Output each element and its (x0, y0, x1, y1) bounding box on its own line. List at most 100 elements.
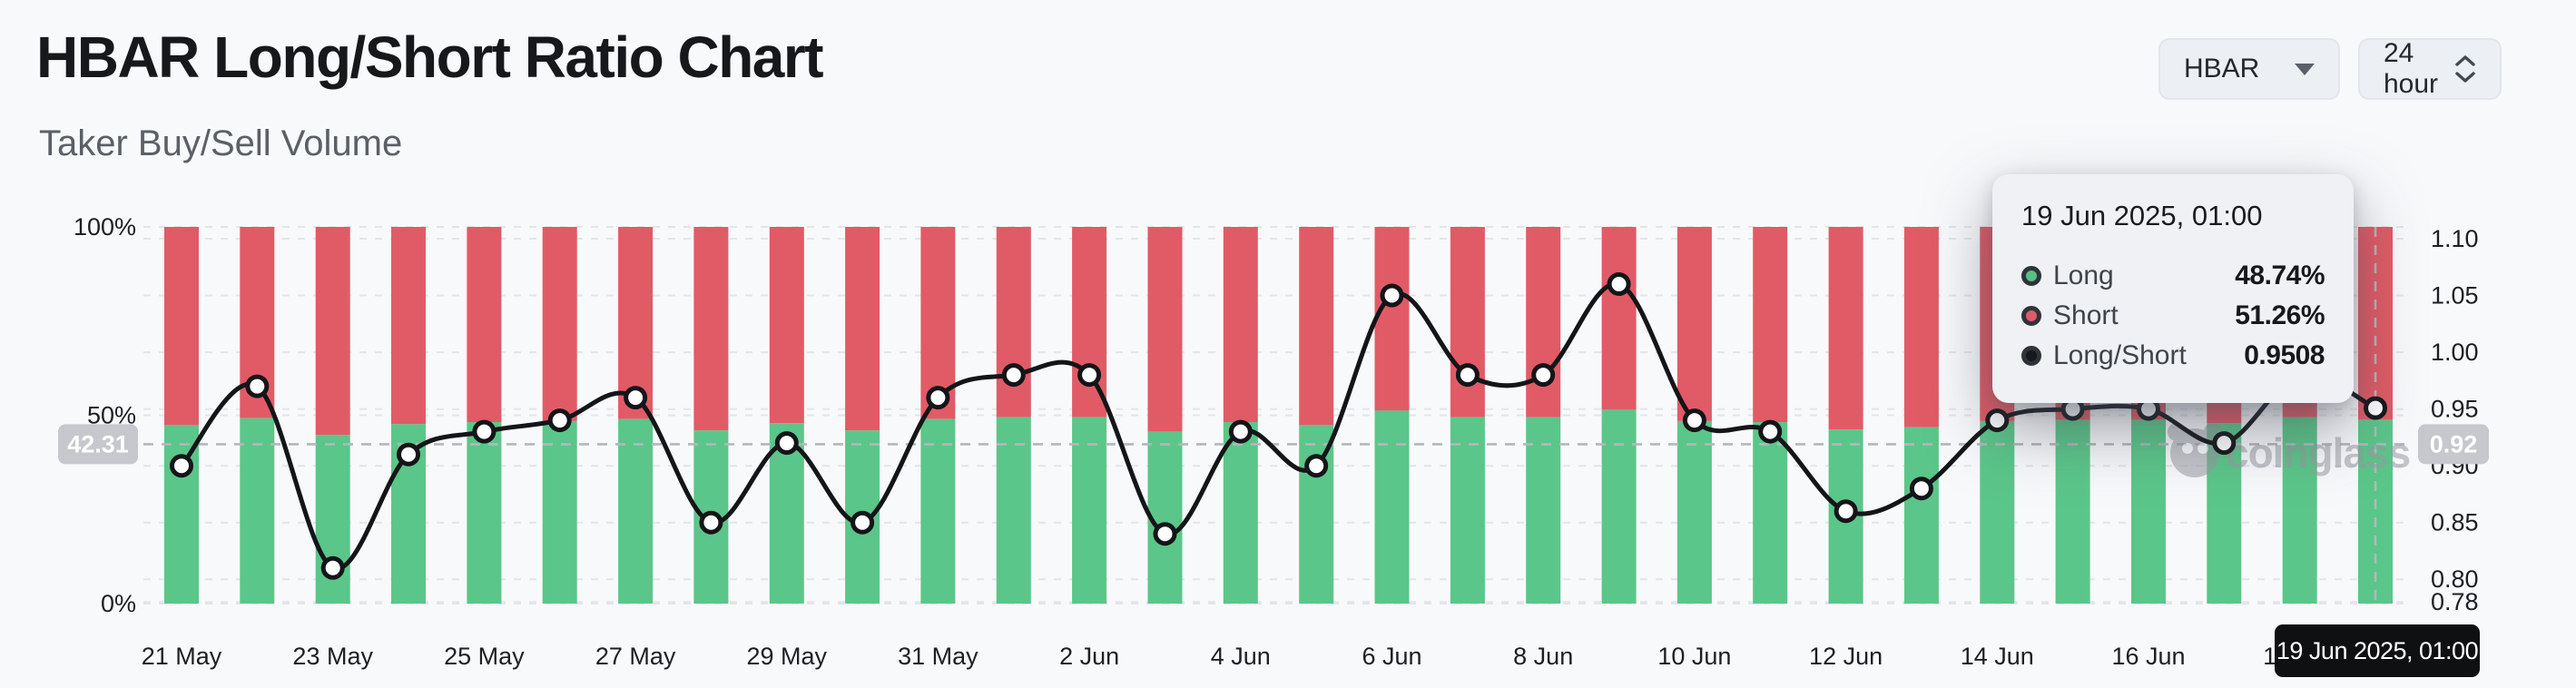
bar-long[interactable] (1374, 410, 1410, 604)
tooltip-title: 19 Jun 2025, 01:00 (2021, 200, 2263, 231)
bar-short[interactable] (1299, 227, 1334, 426)
data-point[interactable] (1304, 454, 1329, 478)
bar-short[interactable] (1223, 227, 1258, 422)
bar-long[interactable] (1903, 427, 1939, 604)
x-axis-tick: 12 Jun (1809, 643, 1883, 670)
bar-long[interactable] (1676, 420, 1712, 604)
bar-short[interactable] (1753, 227, 1788, 422)
bar-long[interactable] (2282, 417, 2317, 604)
tooltip-long-label: Long (2053, 260, 2114, 290)
data-point[interactable] (1077, 363, 1102, 388)
bar-long[interactable] (2055, 419, 2090, 604)
bar-long[interactable] (618, 418, 654, 604)
crosshair-time-badge: 19 Jun 2025, 01:00 (2275, 624, 2480, 677)
data-point[interactable] (1228, 419, 1253, 444)
data-point[interactable] (1682, 408, 1706, 433)
data-point[interactable] (1834, 499, 1858, 524)
bar-short[interactable] (845, 227, 880, 431)
tooltip-ratio-value: 0.9508 (2244, 340, 2325, 370)
x-axis-tick: 8 Jun (1513, 643, 1573, 670)
x-axis-tick: 6 Jun (1362, 643, 1421, 670)
bar-short[interactable] (1374, 227, 1410, 411)
left-axis-tick: 0% (101, 590, 136, 617)
data-point[interactable] (2212, 431, 2237, 456)
data-point[interactable] (1455, 363, 1480, 388)
right-axis-tick: 1.00 (2431, 339, 2479, 366)
bar-long[interactable] (1450, 417, 1485, 604)
data-point[interactable] (547, 408, 572, 433)
bar-short[interactable] (1147, 227, 1183, 432)
symbol-select[interactable]: HBAR (2158, 38, 2340, 100)
bar-long[interactable] (1072, 417, 1107, 604)
data-point[interactable] (1985, 408, 2010, 433)
data-point[interactable] (1001, 363, 1026, 388)
interval-select[interactable]: 24 hour (2358, 38, 2502, 100)
tooltip-long-value: 48.74% (2235, 260, 2325, 290)
x-axis-tick: 10 Jun (1657, 643, 1731, 670)
bar-short[interactable] (1601, 227, 1637, 410)
right-axis-tick: 1.05 (2431, 282, 2479, 310)
data-point[interactable] (1758, 419, 1783, 444)
bar-long[interactable] (1980, 420, 2015, 604)
data-point[interactable] (624, 386, 648, 410)
bar-long[interactable] (996, 417, 1031, 604)
long-series-dot-icon (2021, 266, 2041, 286)
bar-short[interactable] (467, 227, 502, 422)
data-point[interactable] (1380, 283, 1404, 308)
data-point[interactable] (699, 510, 723, 535)
data-point[interactable] (320, 555, 345, 580)
bar-long[interactable] (1147, 431, 1183, 604)
bar-short[interactable] (164, 227, 199, 426)
bar-long[interactable] (467, 422, 502, 604)
data-point[interactable] (926, 386, 950, 410)
bar-long[interactable] (542, 420, 577, 604)
data-point[interactable] (1531, 363, 1556, 388)
bar-long[interactable] (240, 418, 275, 604)
bar-short[interactable] (1828, 227, 1863, 430)
bar-short[interactable] (315, 227, 350, 436)
data-point[interactable] (397, 442, 420, 467)
left-crosshair-badge (58, 424, 138, 465)
data-points-layer[interactable] (170, 272, 2387, 580)
tooltip-short-value: 51.26% (2235, 300, 2325, 330)
bar-short[interactable] (1526, 227, 1561, 418)
data-point[interactable] (1909, 477, 1933, 501)
bar-long[interactable] (1753, 422, 1788, 604)
up-down-stepper-icon (2454, 54, 2476, 84)
bar-long[interactable] (2131, 419, 2166, 604)
data-point[interactable] (774, 431, 799, 456)
data-point[interactable] (1607, 272, 1631, 296)
data-point[interactable] (245, 374, 270, 398)
caret-down-icon (2295, 63, 2315, 75)
tooltip-ratio-label: Long/Short (2053, 340, 2187, 370)
bar-short[interactable] (542, 227, 577, 421)
bar-short[interactable] (1450, 227, 1485, 418)
data-point[interactable] (2364, 396, 2387, 420)
right-axis-tick: 1.10 (2431, 225, 2479, 252)
svg-text:0.92: 0.92 (2430, 430, 2478, 457)
bar-short[interactable] (693, 227, 729, 431)
crosshair-badges: 42.31 0.92 (58, 424, 2489, 465)
bar-long[interactable] (1526, 417, 1561, 604)
data-point[interactable] (850, 510, 875, 535)
data-point[interactable] (472, 419, 497, 444)
data-point[interactable] (170, 454, 193, 478)
bar-short[interactable] (1676, 227, 1712, 421)
bar-short[interactable] (769, 227, 804, 424)
bar-long[interactable] (920, 418, 956, 604)
bar-long[interactable] (1223, 422, 1258, 604)
bar-short[interactable] (996, 227, 1031, 418)
bar-short[interactable] (1903, 227, 1939, 428)
ratio-series-dot-icon (2021, 346, 2041, 366)
svg-text:42.31: 42.31 (67, 430, 129, 457)
data-point[interactable] (1153, 522, 1177, 546)
bar-short[interactable] (1072, 227, 1107, 418)
right-axis-tick: 0.95 (2431, 396, 2479, 423)
watermark-text: coinglass (2226, 429, 2410, 477)
interval-select-value: 24 hour (2384, 38, 2439, 99)
bar-short[interactable] (391, 227, 426, 425)
bars-layer[interactable] (164, 227, 2393, 604)
bar-long[interactable] (1601, 409, 1637, 604)
x-axis-tick: 27 May (595, 643, 676, 670)
